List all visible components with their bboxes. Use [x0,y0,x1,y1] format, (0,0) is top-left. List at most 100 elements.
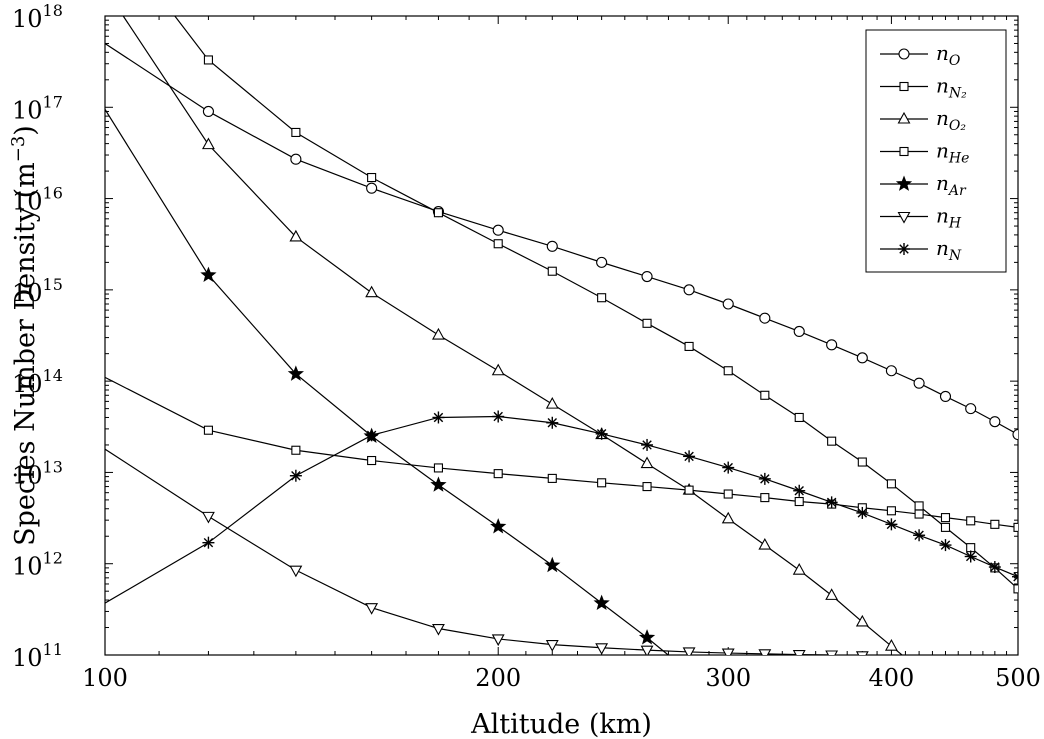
data-point [758,472,771,485]
legend-label-sub: Ar [947,183,967,199]
data-point [899,146,909,157]
data-point [885,365,897,377]
data-point [683,450,696,463]
data-point [913,377,925,389]
data-point [684,485,694,495]
series-N [105,410,1018,604]
asterisk-stroke [857,508,868,518]
data-point [365,603,379,615]
data-point [547,266,557,276]
data-point [897,111,911,124]
legend-label-main: n [936,236,949,260]
y-tick-label: 1012 [12,549,63,581]
data-point [203,55,213,65]
data-point [914,501,924,511]
data-point [758,537,772,550]
data-point [939,390,952,402]
data-point [545,396,559,409]
data-point [593,594,610,611]
legend-label-main: n [936,204,949,228]
asterisk-stroke [366,430,377,441]
legend-entry: nN₂ [880,74,967,102]
data-point [546,240,558,252]
data-point [366,182,378,194]
y-tick-label: 1011 [12,640,63,672]
data-point [940,513,951,523]
data-point [759,312,771,324]
data-point [898,48,910,60]
data-point [990,519,1000,529]
asterisk-stroke [899,244,909,254]
data-point [1013,584,1018,594]
data-point [682,647,696,655]
data-point [433,208,443,218]
series-H [105,448,869,655]
asterisk-stroke [1013,572,1018,578]
legend-entry: nH [880,204,962,232]
asterisk-stroke [886,519,897,530]
asterisk-stroke [684,451,694,462]
data-point [793,484,806,497]
data-point [641,438,654,451]
y-tick-base: 10 [12,553,43,581]
data-point [794,412,804,423]
data-point [855,614,869,627]
asterisk-stroke [596,429,607,439]
data-point [793,325,805,338]
data-point [855,651,869,655]
data-point [826,339,838,351]
legend-label-sub: He [948,151,970,167]
data-point [794,496,804,507]
data-point [914,509,924,519]
data-point [547,473,557,483]
asterisk-stroke [291,470,301,481]
data-point [898,243,910,255]
asterisk-stroke [433,412,444,423]
legend-entry: nO₂ [880,106,966,134]
y-tick-base: 10 [12,5,43,33]
y-tick-base: 10 [12,370,43,398]
data-point [721,648,735,655]
data-point [597,293,607,303]
data-point [913,529,926,542]
x-tick-label: 500 [995,664,1041,692]
asterisk-stroke [723,462,733,473]
y-tick-exp: 11 [43,640,63,659]
data-point [202,105,214,118]
legend-label-main: n [936,171,949,195]
data-point [492,410,505,423]
data-point [722,298,734,310]
asterisk-stroke [203,537,214,548]
data-point [825,588,839,600]
data-point [638,629,656,645]
data-point [367,455,377,466]
data-point [989,416,1001,428]
data-point [432,623,445,636]
y-tick-label: 1015 [12,275,63,307]
data-point [966,543,976,553]
data-point [964,550,977,563]
legend-label: nN₂ [936,74,967,102]
data-point [365,285,379,298]
data-point [493,469,503,479]
data-point [884,639,898,651]
legend-label-main: n [936,106,949,130]
data-point [491,363,505,376]
legend-label-sub: N [948,248,962,264]
data-point [291,127,301,138]
data-point [684,341,694,351]
data-point [895,175,913,191]
asterisk-stroke [1013,575,1018,582]
legend-label: nH [936,204,962,232]
data-point [430,476,447,492]
data-point [200,266,217,283]
x-tick-label: 200 [475,664,521,692]
data-point [287,365,304,381]
data-point [1012,570,1018,583]
data-point [289,565,303,578]
asterisk-stroke [914,530,924,540]
asterisk-stroke [760,474,770,484]
data-point [886,506,896,516]
